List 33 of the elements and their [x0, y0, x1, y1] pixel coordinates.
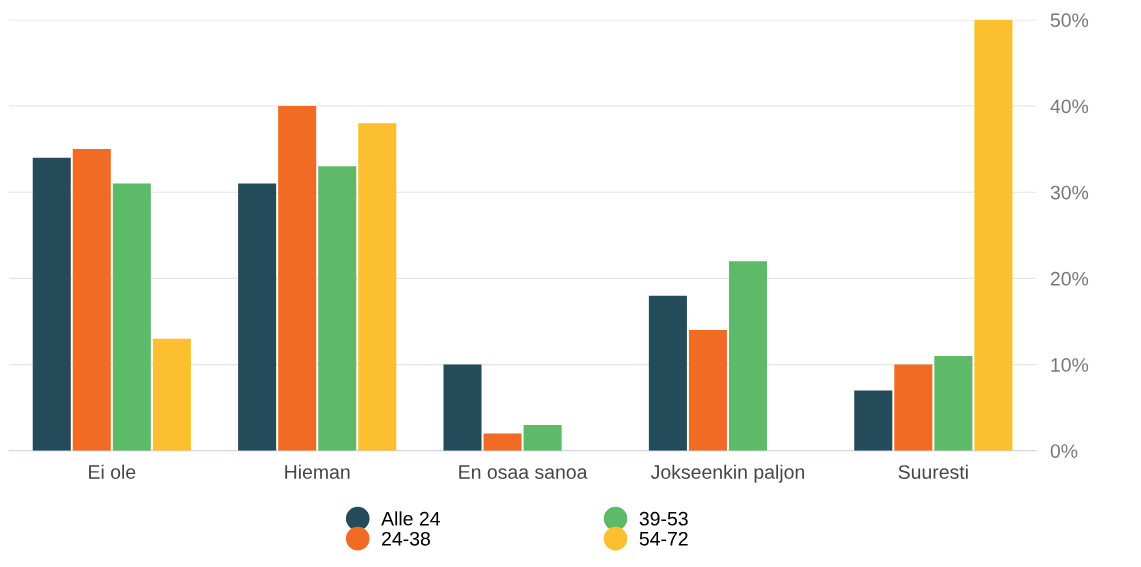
y-tick-label: 20%: [1050, 271, 1089, 286]
bar: [934, 355, 973, 451]
bar: [72, 149, 111, 451]
bar: [523, 424, 562, 451]
bar: [318, 166, 357, 451]
legend-label: 24-38: [382, 531, 430, 546]
legend-label: 39-53: [639, 511, 688, 526]
bar: [278, 106, 317, 451]
legend-label: Alle 24: [381, 511, 440, 526]
bar: [112, 183, 151, 451]
y-tick-label: 50%: [1050, 13, 1089, 28]
x-tick-label: Jokseenkin paljon: [650, 464, 804, 483]
bar: [728, 261, 768, 451]
legend-label: 54-72: [639, 531, 688, 546]
bar: [974, 19, 1013, 451]
y-tick-label: 30%: [1050, 185, 1089, 200]
bar: [238, 183, 277, 451]
bar: [854, 390, 893, 451]
bar: [648, 295, 687, 451]
bar: [152, 338, 191, 451]
x-tick-label: Ei ole: [89, 464, 136, 479]
bar: [32, 157, 71, 451]
x-tick-label: Suuresti: [898, 464, 968, 479]
y-tick-label: 0%: [1050, 444, 1078, 458]
x-tick-label: En osaa sanoa: [459, 465, 588, 479]
bar: [688, 330, 727, 451]
bar: [443, 364, 482, 451]
bar: [894, 364, 933, 451]
bar: [358, 123, 397, 451]
x-tick-label: Hieman: [285, 464, 350, 479]
y-tick-label: 10%: [1051, 358, 1089, 372]
y-tick-label: 40%: [1050, 99, 1089, 114]
bar: [483, 433, 522, 451]
